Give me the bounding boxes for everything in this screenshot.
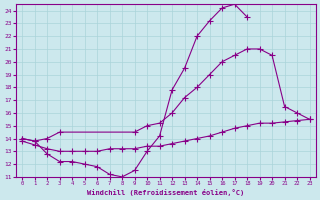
X-axis label: Windchill (Refroidissement éolien,°C): Windchill (Refroidissement éolien,°C) bbox=[87, 189, 244, 196]
